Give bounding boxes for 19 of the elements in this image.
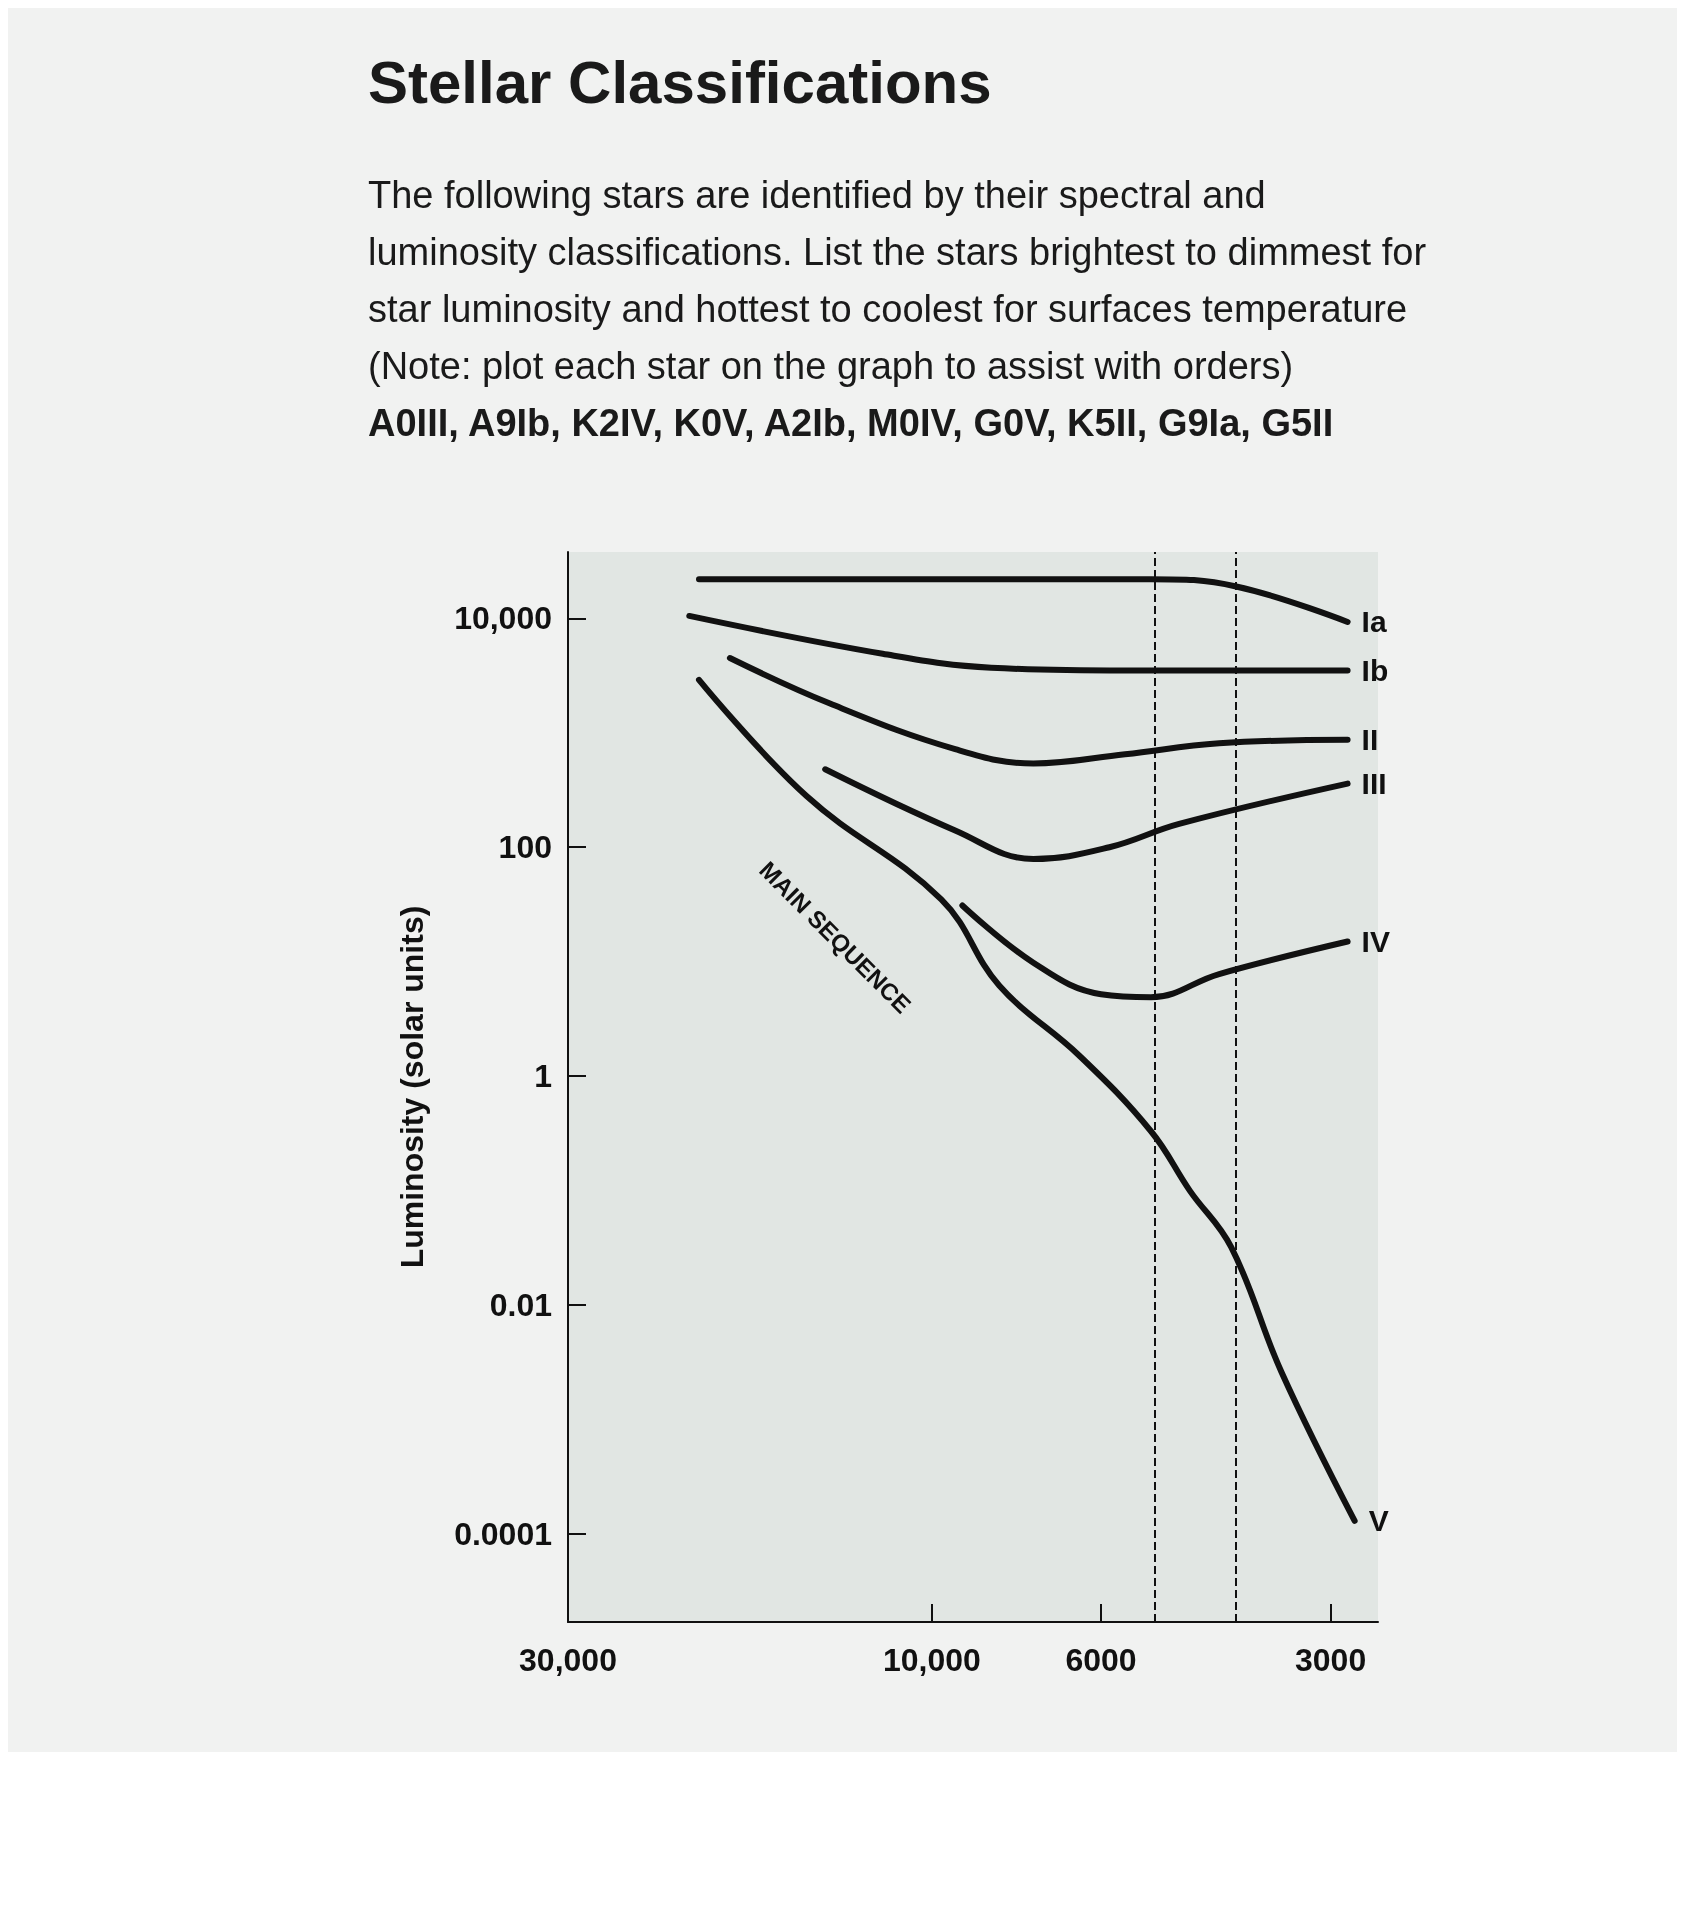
y-tick-label: 0.01	[489, 1287, 552, 1324]
series-label: Ib	[1361, 654, 1389, 688]
series-label: II	[1361, 723, 1379, 757]
y-tick-label: 10,000	[454, 600, 552, 637]
y-axis-title: Luminosity (solar units)	[394, 905, 430, 1269]
y-tick-label: 0.0001	[454, 1515, 552, 1552]
series-label: IV	[1361, 925, 1390, 959]
x-tick-label: 3000	[1295, 1642, 1367, 1678]
x-tick-label: 6000	[1065, 1642, 1137, 1678]
chart-subtitle: The following stars are identified by their spectral and luminosity classifications. List the stars brightest to dimmest for star luminosity and hottest to coolest for surfaces temperature (Note: plot each star on the graph to assist with orders)	[368, 173, 1428, 389]
y-tick-label: 100	[498, 829, 552, 866]
series-label: III	[1361, 767, 1387, 801]
series-label: Ia	[1361, 605, 1387, 639]
text: A0III, A9Ib, K2IV, K0V, A2Ib, M0IV, G0V, K5II, G9Ia, G5II	[368, 401, 1335, 446]
chart-title: Stellar Classifications	[368, 48, 993, 117]
series-label: V	[1368, 1504, 1389, 1538]
x-tick-label: 30,000	[519, 1642, 617, 1678]
x-tick-label: 10,000	[882, 1642, 981, 1678]
y-tick-label: 1	[534, 1058, 552, 1095]
